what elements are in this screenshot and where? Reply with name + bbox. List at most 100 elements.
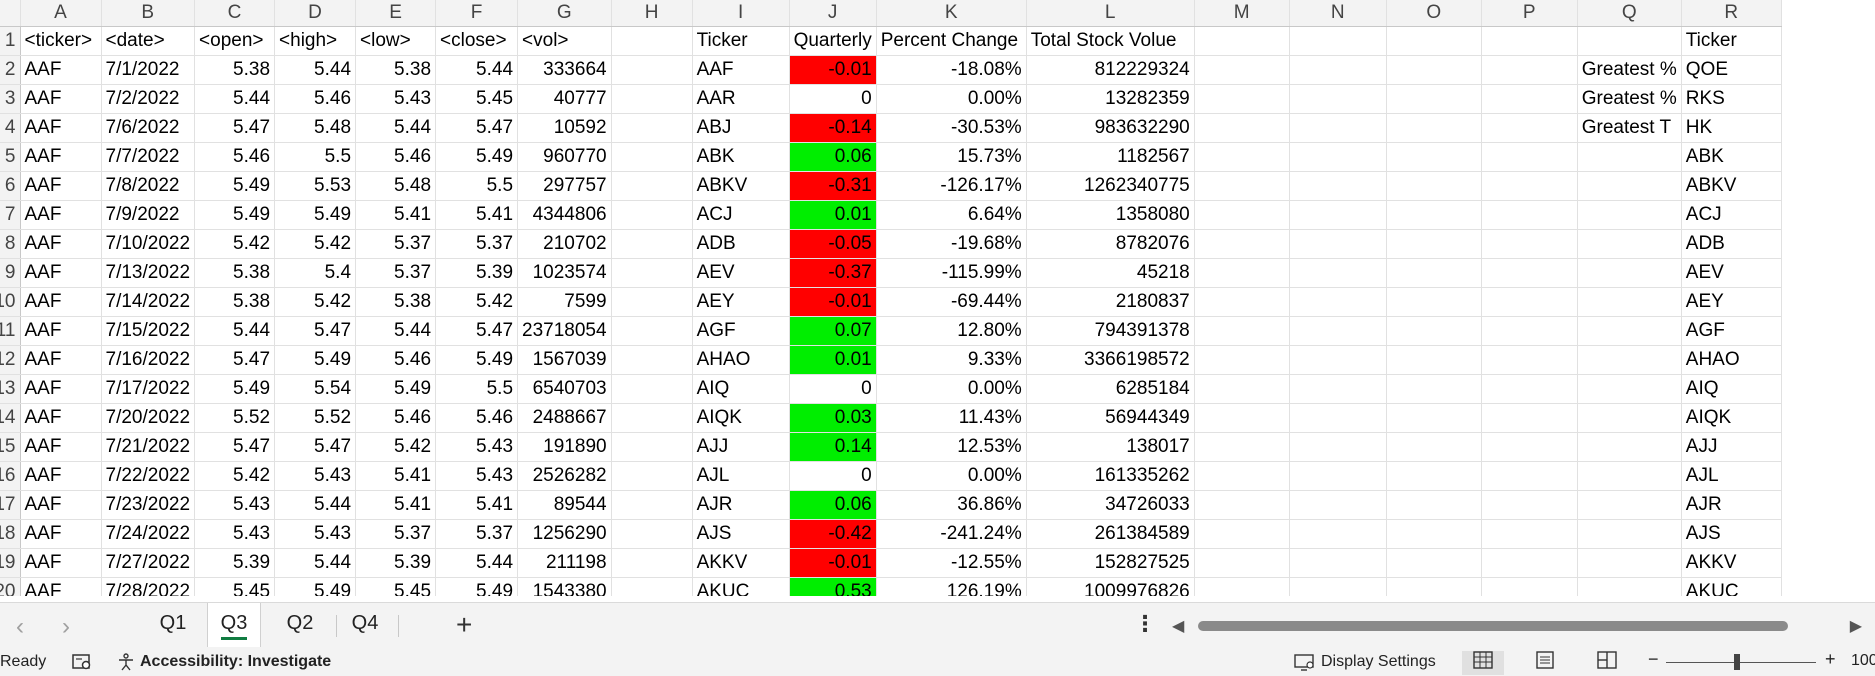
- cell-q[interactable]: [1577, 345, 1682, 375]
- empty-cell[interactable]: [611, 287, 693, 317]
- cell-q[interactable]: [1577, 258, 1682, 288]
- cell-ticker[interactable]: AAF: [20, 519, 102, 549]
- cell-pc[interactable]: 36.86%: [876, 490, 1027, 520]
- empty-cell[interactable]: [611, 461, 693, 491]
- empty-cell[interactable]: [1194, 374, 1290, 404]
- cell-close[interactable]: 5.42: [435, 287, 519, 317]
- cell-qc[interactable]: 0.06: [789, 490, 877, 520]
- column-header-i[interactable]: I: [692, 0, 790, 27]
- cell-open[interactable]: 5.43: [194, 519, 276, 549]
- empty-cell[interactable]: [1386, 84, 1482, 114]
- cell-low[interactable]: 5.39: [355, 548, 437, 578]
- row-header[interactable]: 8: [0, 229, 21, 259]
- cell-date[interactable]: 7/13/2022: [101, 258, 196, 288]
- cell-r[interactable]: AKUC: [1681, 577, 1782, 596]
- cell-date[interactable]: 7/27/2022: [101, 548, 196, 578]
- cell-ticker[interactable]: AAF: [20, 113, 102, 143]
- cell-low[interactable]: 5.42: [355, 432, 437, 462]
- empty-cell[interactable]: [1289, 258, 1387, 288]
- cell-close[interactable]: 5.43: [435, 461, 519, 491]
- cell-r[interactable]: AKKV: [1681, 548, 1782, 578]
- row-header[interactable]: 7: [0, 200, 21, 230]
- row-header[interactable]: 19: [0, 548, 21, 578]
- cell-tsv[interactable]: 13282359: [1026, 84, 1195, 114]
- cell-high[interactable]: 5.52: [274, 403, 357, 433]
- empty-cell[interactable]: [611, 577, 693, 596]
- cell-close[interactable]: 5.43: [435, 432, 519, 462]
- cell-vol[interactable]: 89544: [517, 490, 612, 520]
- cell-open[interactable]: 5.47: [194, 113, 276, 143]
- empty-cell[interactable]: [1386, 287, 1482, 317]
- empty-cell[interactable]: [1194, 316, 1290, 346]
- cell-ticker[interactable]: AAF: [20, 142, 102, 172]
- cell-high[interactable]: 5.43: [274, 519, 357, 549]
- cell-date[interactable]: 7/15/2022: [101, 316, 196, 346]
- cell-pc[interactable]: 126.19%: [876, 577, 1027, 596]
- empty-cell[interactable]: [1386, 55, 1482, 85]
- empty-cell[interactable]: [611, 432, 693, 462]
- cell-tsv[interactable]: 794391378: [1026, 316, 1195, 346]
- select-all-corner[interactable]: [0, 0, 21, 27]
- empty-cell[interactable]: [1386, 26, 1482, 56]
- cell-ticker[interactable]: AAF: [20, 461, 102, 491]
- empty-cell[interactable]: [1289, 113, 1387, 143]
- cell-r[interactable]: QOE: [1681, 55, 1782, 85]
- cell-t2[interactable]: AGF: [692, 316, 790, 346]
- cell-qc[interactable]: 0.06: [789, 142, 877, 172]
- cell-pc[interactable]: -115.99%: [876, 258, 1027, 288]
- cell-low[interactable]: 5.45: [355, 577, 437, 596]
- empty-cell[interactable]: [1289, 142, 1387, 172]
- cell-t2[interactable]: ABJ: [692, 113, 790, 143]
- cell-low[interactable]: 5.46: [355, 142, 437, 172]
- cell-ticker[interactable]: AAF: [20, 55, 102, 85]
- empty-cell[interactable]: [1481, 287, 1578, 317]
- cell-q[interactable]: Greatest %: [1577, 84, 1682, 114]
- cell-qc[interactable]: 0: [789, 374, 877, 404]
- empty-cell[interactable]: [611, 26, 693, 56]
- cell-close[interactable]: 5.39: [435, 258, 519, 288]
- cell-qc[interactable]: 0: [789, 461, 877, 491]
- cell-close[interactable]: 5.45: [435, 84, 519, 114]
- cell-q[interactable]: [1577, 229, 1682, 259]
- cell-vol[interactable]: 960770: [517, 142, 612, 172]
- empty-cell[interactable]: [1386, 142, 1482, 172]
- cell-q[interactable]: [1577, 461, 1682, 491]
- cell-date[interactable]: 7/7/2022: [101, 142, 196, 172]
- empty-cell[interactable]: [1194, 200, 1290, 230]
- row-header[interactable]: 13: [0, 374, 21, 404]
- cell-low[interactable]: 5.49: [355, 374, 437, 404]
- cell-ticker[interactable]: AAF: [20, 490, 102, 520]
- cell-vol[interactable]: 23718054: [517, 316, 612, 346]
- column-header-d[interactable]: D: [274, 0, 357, 27]
- cell-vol[interactable]: 1543380: [517, 577, 612, 596]
- empty-cell[interactable]: [1289, 345, 1387, 375]
- row-header[interactable]: 4: [0, 113, 21, 143]
- cell-close[interactable]: 5.44: [435, 55, 519, 85]
- column-header-r[interactable]: R: [1681, 0, 1782, 27]
- cell-low[interactable]: 5.37: [355, 229, 437, 259]
- macro-recording-icon[interactable]: [72, 653, 92, 676]
- cell-tsv[interactable]: 983632290: [1026, 113, 1195, 143]
- row-header[interactable]: 11: [0, 316, 21, 346]
- cell-qc[interactable]: 0.03: [789, 403, 877, 433]
- cell-high[interactable]: 5.44: [274, 55, 357, 85]
- cell-date[interactable]: 7/21/2022: [101, 432, 196, 462]
- empty-cell[interactable]: [1481, 229, 1578, 259]
- column-header-a[interactable]: A: [20, 0, 102, 27]
- cell-t2[interactable]: AIQK: [692, 403, 790, 433]
- cell-r[interactable]: AIQ: [1681, 374, 1782, 404]
- column-header-g[interactable]: G: [517, 0, 612, 27]
- cell-low[interactable]: 5.48: [355, 171, 437, 201]
- row-header[interactable]: 18: [0, 519, 21, 549]
- cell-open[interactable]: 5.44: [194, 84, 276, 114]
- zoom-knob[interactable]: [1734, 654, 1740, 670]
- column-header-n[interactable]: N: [1289, 0, 1387, 27]
- cell-tsv[interactable]: 45218: [1026, 258, 1195, 288]
- cell-date[interactable]: 7/6/2022: [101, 113, 196, 143]
- cell-t2[interactable]: ADB: [692, 229, 790, 259]
- tab-q3[interactable]: Q3: [207, 603, 261, 647]
- cell-t2[interactable]: AAR: [692, 84, 790, 114]
- row-header[interactable]: 15: [0, 432, 21, 462]
- add-sheet-button[interactable]: +: [456, 609, 473, 640]
- cell-vol[interactable]: 211198: [517, 548, 612, 578]
